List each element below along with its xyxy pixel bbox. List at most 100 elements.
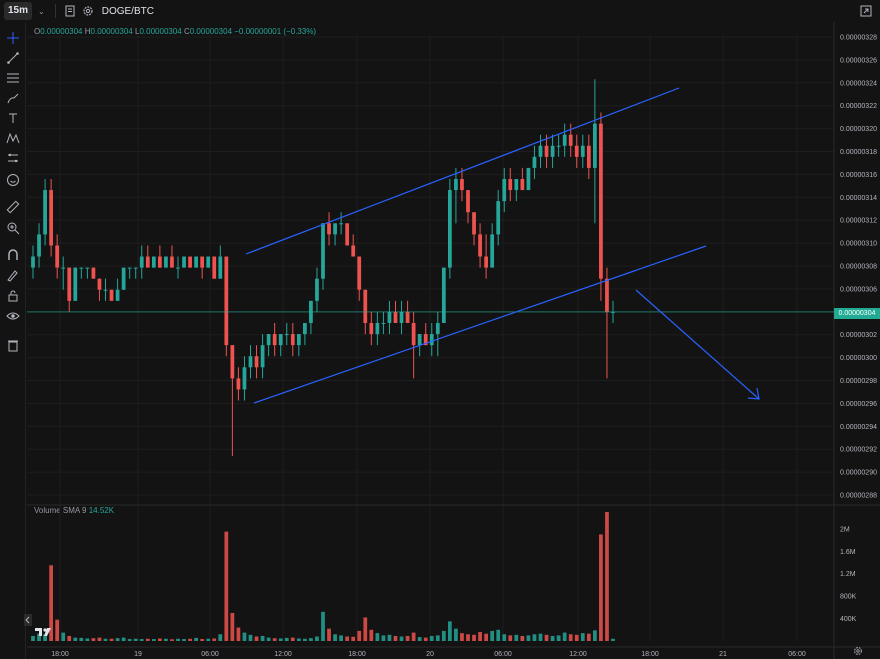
price-axis-label: 0.00000296 [840, 401, 877, 408]
candle [224, 256, 229, 346]
candle [593, 123, 597, 168]
volume-bar [121, 637, 126, 641]
candle [611, 311, 615, 313]
volume-bar [574, 634, 579, 641]
candle [357, 256, 362, 290]
candle [55, 245, 60, 268]
fib-icon[interactable] [6, 71, 20, 85]
brush-icon[interactable] [6, 91, 20, 105]
text-icon[interactable] [6, 111, 20, 125]
indicators-icon[interactable] [64, 5, 76, 17]
candle [37, 234, 41, 257]
projection-arrow [635, 289, 760, 400]
volume-bar [182, 639, 186, 641]
volume-bar [194, 637, 198, 641]
change-value: −0.00000001 (−0.33%) [234, 27, 317, 36]
volume-bar [73, 637, 78, 641]
fullscreen-icon[interactable] [860, 5, 872, 17]
candle [508, 178, 513, 191]
lock-icon[interactable] [6, 289, 20, 303]
candle [284, 334, 289, 336]
close-value: 0.00000304 [189, 27, 233, 36]
low-value: 0.00000304 [139, 27, 182, 36]
collapse-arrow-icon[interactable] [24, 614, 32, 626]
candle [164, 256, 168, 268]
price-axis-label: 0.00000300 [840, 355, 877, 362]
trendline-icon[interactable] [6, 51, 20, 65]
candle [176, 267, 180, 269]
forecast-icon[interactable] [6, 151, 20, 165]
candle [574, 145, 579, 157]
volume-bar [242, 632, 247, 641]
candle [562, 134, 567, 146]
candle [369, 322, 374, 335]
volume-bar [448, 621, 452, 641]
high-value: 0.00000304 [90, 27, 133, 36]
price-axis-label: 0.00000322 [840, 103, 877, 110]
candle [351, 245, 356, 257]
candle [586, 145, 591, 168]
tradingview-logo-icon [35, 628, 51, 636]
chevron-down-icon[interactable]: ⌄ [38, 6, 45, 16]
price-axis-label: 0.00000312 [840, 218, 877, 225]
candle [139, 256, 144, 268]
emoji-icon[interactable] [6, 173, 20, 187]
candle [423, 334, 428, 346]
ruler-icon[interactable] [6, 200, 20, 214]
candle [345, 223, 350, 246]
candle [556, 145, 561, 147]
candle [399, 311, 404, 323]
magnet-icon[interactable] [6, 248, 20, 262]
volume-bar [296, 638, 301, 641]
volume-bar [115, 638, 120, 641]
pattern-icon[interactable] [6, 131, 20, 145]
candle [242, 367, 247, 390]
symbol-name[interactable]: DOGE/BTC [101, 5, 154, 17]
volume-bar [369, 629, 374, 641]
volume-bar [568, 634, 573, 641]
candle [43, 190, 47, 235]
draw-mode-icon[interactable] [6, 268, 20, 282]
settings-gear-icon[interactable] [82, 5, 94, 17]
price-axis-label: 0.00000316 [840, 172, 877, 179]
price-axis-label: 0.00000310 [840, 241, 877, 248]
volume-bar [266, 637, 271, 641]
volume-bar [151, 639, 156, 641]
trash-icon[interactable] [6, 338, 20, 352]
volume-legend: Volume SMA 9 14.52K [34, 506, 114, 515]
time-axis-label: 19 [134, 651, 142, 658]
time-axis-label: 18:00 [51, 651, 69, 658]
eye-icon[interactable] [6, 309, 20, 323]
zoom-icon[interactable] [6, 221, 20, 235]
volume-bar [200, 639, 205, 641]
price-axis-label: 0.00000302 [840, 332, 877, 339]
candle [568, 134, 573, 146]
axis-settings-icon[interactable] [853, 646, 863, 656]
candle [206, 256, 211, 268]
volume-bar [556, 635, 561, 641]
volume-bar [441, 630, 446, 641]
upper-channel-line [245, 87, 680, 255]
open-label: O [34, 27, 41, 36]
volume-bar [472, 634, 476, 641]
volume-bar [405, 635, 410, 641]
candle [230, 345, 235, 379]
volume-axis-label: 1.2M [840, 571, 856, 578]
volume-bar [212, 638, 217, 641]
interval-button[interactable]: 15m [4, 2, 33, 20]
time-axis-label: 06:00 [788, 651, 806, 658]
volume-bar [290, 637, 295, 641]
time-axis-label: 06:00 [201, 651, 219, 658]
crosshair-icon[interactable] [6, 31, 20, 45]
open-value: 0.00000304 [40, 27, 83, 36]
candle [309, 300, 313, 323]
volume-bar [526, 635, 531, 641]
candle [49, 190, 53, 246]
candle [133, 267, 138, 269]
candle [520, 178, 525, 191]
price-axis-label: 0.00000320 [840, 126, 877, 133]
candle [417, 334, 422, 346]
volume-bar [532, 634, 537, 641]
candle [85, 267, 90, 269]
